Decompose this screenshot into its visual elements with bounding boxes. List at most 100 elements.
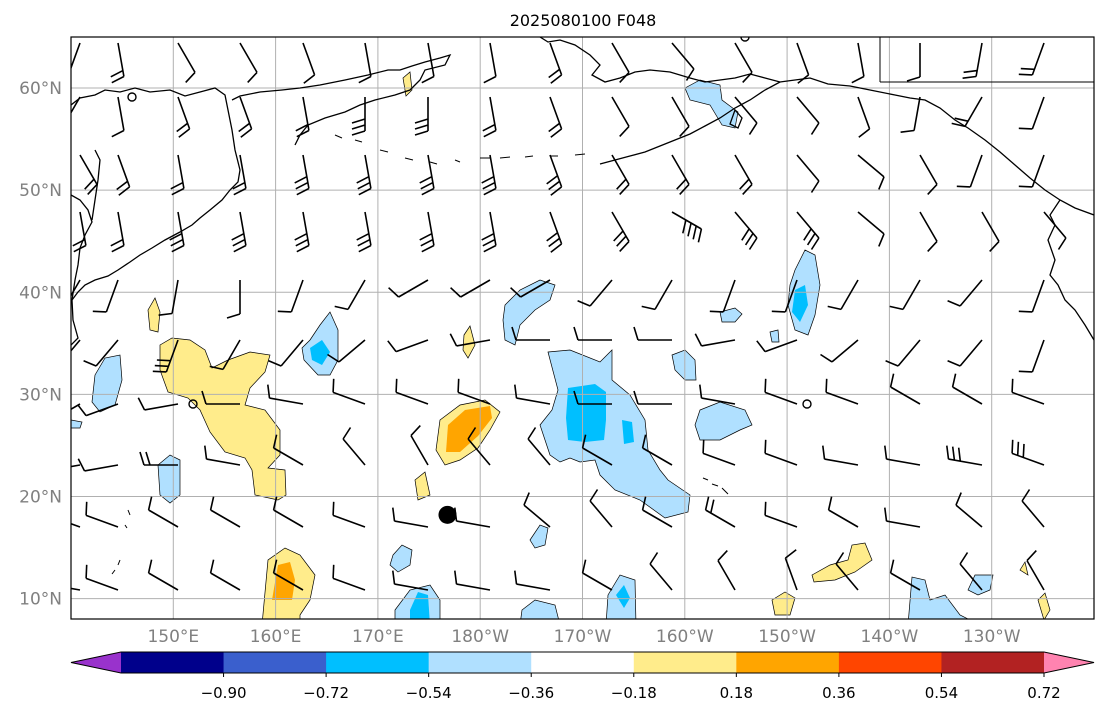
wind-barb [147,559,179,591]
wind-barb [356,154,372,196]
wind-barb [392,507,429,528]
wind-barb [482,96,497,138]
wind-barb [139,451,178,466]
wind-barb [641,434,673,466]
wind-barb [419,154,435,196]
wind-barb [796,96,820,135]
wind-barb [481,154,497,196]
wind-barb [204,445,241,466]
wind-barb [510,279,551,298]
shade-blue-e [157,454,181,504]
wind-barb [919,154,938,195]
wind-barb [548,42,563,84]
shade-yellow-kuroshio [159,337,287,501]
wind-barb [784,549,798,591]
shade-blue-b-core [310,340,330,365]
wind-barb [851,42,865,84]
coast-aleutians-west [334,134,586,165]
wind-barb [272,434,304,466]
wind-barb [1018,42,1045,76]
wind-barb [641,496,673,528]
wind-barb [704,496,736,528]
wind-barb [857,154,885,190]
wind-barb [356,211,372,253]
wind-barb [71,464,81,468]
wind-barb [611,42,630,83]
longitude-label: 130°W [963,627,1021,647]
colorbar-tick-label: −0.72 [303,684,349,702]
colorbar-segment [326,652,430,673]
wind-barb [671,42,695,81]
wind-barb [581,434,613,466]
wind-barb [546,211,563,253]
wind-barb [900,96,921,133]
shade-blue-a [502,279,556,346]
wind-barb [947,279,983,307]
shade-orange-south [272,562,295,600]
wind-barb [857,211,885,247]
wind-barb [796,154,820,193]
wind-barb [1018,279,1045,313]
wind-barb [796,211,820,250]
shade-blue-f [694,401,753,441]
wind-barb [272,559,304,591]
wind-barb [889,559,921,591]
longitude-labels: 150°E 160°E 170°E 180°W 170°W 160°W 150°W 140°W… [147,627,1020,647]
wind-barb [294,211,310,253]
wind-barb [951,373,983,405]
wind-barb [734,154,753,195]
longitude-label: 170°W [554,627,612,647]
wind-barb [232,154,247,196]
wind-barb [548,96,563,138]
colorbar-tick-label: −0.54 [406,684,452,702]
wind-barb [523,492,551,528]
colorbar-segment [736,652,840,673]
longitude-label: 150°W [758,627,816,647]
wind-barb [483,42,497,84]
wind-barb [450,279,491,298]
wind-barb [268,339,304,367]
wind-barb [611,96,630,137]
wind-barb [577,279,613,307]
coast-kodiak [729,108,743,129]
wind-barb [764,378,798,405]
wind-barb [209,339,241,371]
wind-barb [71,522,81,528]
colorbar-tick-label: 0.18 [720,684,753,702]
shade-blue-o [529,524,549,549]
wind-barb [421,42,435,84]
wind-barb [77,458,119,472]
wind-barb [527,427,551,466]
storm-center-marker [438,505,457,524]
wind-barb [734,42,753,83]
wind-barb [481,211,497,253]
wind-barb [514,570,551,591]
coast-kuril-hokkaido [71,194,93,346]
colorbar-tick-label: 0.54 [925,684,958,702]
shade-blue-d [91,354,123,413]
wind-barb [709,279,736,313]
wind-barb [827,279,859,311]
shade-yellow-h [1019,561,1029,576]
wind-barb [334,279,366,311]
calm-marker [127,92,137,102]
wind-barb [116,154,131,196]
wind-barb [1026,550,1045,591]
colorbar-segment [121,652,225,673]
shade-yellow-a [147,297,161,333]
negative-anomaly-shading [71,79,994,619]
wind-barb [177,42,196,83]
wind-barb [327,339,366,363]
wind-barb [649,552,673,591]
wind-barb [85,564,119,591]
wind-barb [457,378,491,405]
longitude-label: 170°E [352,627,404,647]
wind-barb [201,390,240,405]
shade-yellow-d [414,471,431,501]
wind-barb [889,279,921,311]
wind-barb [981,211,1000,252]
wind-barb [573,326,612,341]
shade-blue-m [908,576,969,619]
latitude-label: 10°N [19,590,62,610]
wind-barb [955,492,983,528]
